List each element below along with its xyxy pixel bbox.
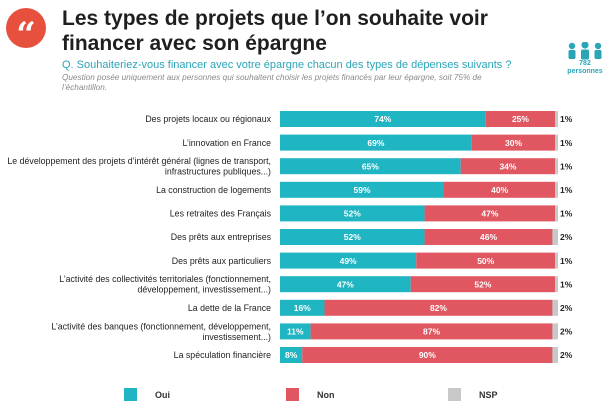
category-label: Des prêts aux entreprises [171, 232, 272, 242]
category-label: La dette de la France [188, 303, 271, 313]
category-label: L’activité des collectivités territorial… [59, 274, 271, 284]
bar-nsp [555, 181, 558, 198]
bar-oui [280, 252, 417, 269]
legend-label-nsp: NSP [479, 389, 498, 400]
bar-nsp [555, 134, 558, 151]
data-label-non: 90% [419, 350, 436, 360]
bar-oui [280, 181, 445, 198]
data-label-non: 82% [430, 303, 447, 313]
data-label-non: 40% [491, 185, 508, 195]
bar-non [302, 347, 553, 363]
bar-nsp [555, 111, 558, 127]
page-title: Les types de projets que l’on souhaite v… [62, 7, 488, 55]
data-label-oui: 8% [285, 350, 298, 360]
quote-icon: “ [16, 15, 36, 55]
bar-oui [280, 158, 461, 175]
bar-oui [280, 229, 425, 245]
bar-non [310, 323, 553, 340]
bar-non [460, 158, 556, 175]
data-label-non: 46% [480, 232, 497, 242]
data-label-oui: 52% [344, 232, 361, 242]
sample-count-label: 782 personnes [556, 60, 614, 76]
category-label: L’innovation en France [182, 138, 271, 148]
bar-nsp [555, 205, 558, 222]
bar-non [410, 276, 556, 293]
bar-oui [280, 276, 411, 293]
data-label-non: 87% [423, 327, 440, 337]
category-label: Des prêts aux particuliers [172, 256, 272, 266]
sample-count: 782 [579, 60, 591, 67]
bar-oui [280, 347, 303, 363]
data-label-oui: 69% [367, 138, 384, 148]
data-label-oui: 59% [354, 185, 371, 195]
data-label-nsp: 1% [560, 185, 573, 195]
data-label-non: 30% [505, 138, 522, 148]
data-label-nsp: 1% [560, 256, 573, 266]
legend-item-oui: Oui [124, 388, 170, 401]
bar-nsp [555, 158, 558, 175]
category-label: investissement...) [203, 332, 272, 342]
legend-item-non: Non [286, 388, 335, 401]
legend-label-non: Non [317, 389, 335, 400]
category-label: infrastructures publiques...) [165, 167, 271, 177]
category-label: La spéculation financière [174, 350, 271, 360]
data-label-non: 50% [477, 256, 494, 266]
legend-swatch-non [286, 388, 299, 401]
bar-non [416, 252, 556, 269]
data-label-oui: 65% [362, 161, 379, 171]
bar-oui [280, 323, 311, 340]
data-label-oui: 74% [374, 114, 391, 124]
legend-item-nsp: NSP [448, 388, 498, 401]
data-label-nsp: 2% [560, 327, 573, 337]
data-label-non: 34% [499, 161, 516, 171]
bar-oui [280, 111, 486, 127]
data-label-oui: 49% [340, 256, 357, 266]
category-label: L’activité des banques (fonctionnement, … [51, 321, 271, 331]
bar-nsp [552, 347, 558, 363]
category-label: Les retraites des Français [170, 209, 272, 219]
bar-nsp [555, 276, 558, 293]
stacked-bar-chart: Des projets locaux ou régionaux 74% 25% 1% L… [7, 111, 573, 363]
bar-nsp [555, 252, 558, 269]
bar-oui [280, 134, 472, 151]
data-label-nsp: 1% [560, 138, 573, 148]
question-text: Q. Souhaiteriez-vous financer avec votre… [62, 59, 512, 71]
bar-oui [280, 299, 325, 316]
data-label-nsp: 2% [560, 303, 573, 313]
bar-oui [280, 205, 425, 222]
bar-non [485, 111, 556, 127]
people-group-icon [568, 42, 602, 60]
legend-label-oui: Oui [155, 389, 170, 400]
category-label: développement, investissement...) [138, 285, 272, 295]
data-label-oui: 16% [294, 303, 311, 313]
quote-badge: “ [6, 8, 46, 52]
legend-swatch-nsp [448, 388, 461, 401]
data-label-non: 25% [512, 114, 529, 124]
data-label-non: 52% [474, 279, 491, 289]
data-label-oui: 47% [337, 279, 354, 289]
category-label: Le développement des projets d’intérêt g… [7, 156, 271, 166]
data-label-nsp: 2% [560, 350, 573, 360]
bar-non [324, 299, 553, 316]
bar-non [471, 134, 556, 151]
bar-non [424, 229, 553, 245]
data-label-nsp: 1% [560, 161, 573, 171]
bar-nsp [552, 299, 558, 316]
data-label-nsp: 2% [560, 232, 573, 242]
bar-nsp [552, 323, 558, 340]
sample-unit: personnes [567, 68, 603, 75]
data-label-nsp: 1% [560, 209, 573, 219]
legend-swatch-oui [124, 388, 137, 401]
data-label-oui: 11% [287, 327, 304, 337]
data-label-oui: 52% [344, 209, 361, 219]
sample-note: Question posée uniquement aux personnes … [62, 73, 482, 92]
bar-nsp [552, 229, 558, 245]
bar-non [424, 205, 556, 222]
category-label: La construction de logements [156, 185, 272, 195]
data-label-non: 47% [481, 209, 498, 219]
bar-non [444, 181, 556, 198]
data-label-nsp: 1% [560, 114, 573, 124]
data-label-nsp: 1% [560, 279, 573, 289]
category-label: Des projets locaux ou régionaux [145, 114, 271, 124]
